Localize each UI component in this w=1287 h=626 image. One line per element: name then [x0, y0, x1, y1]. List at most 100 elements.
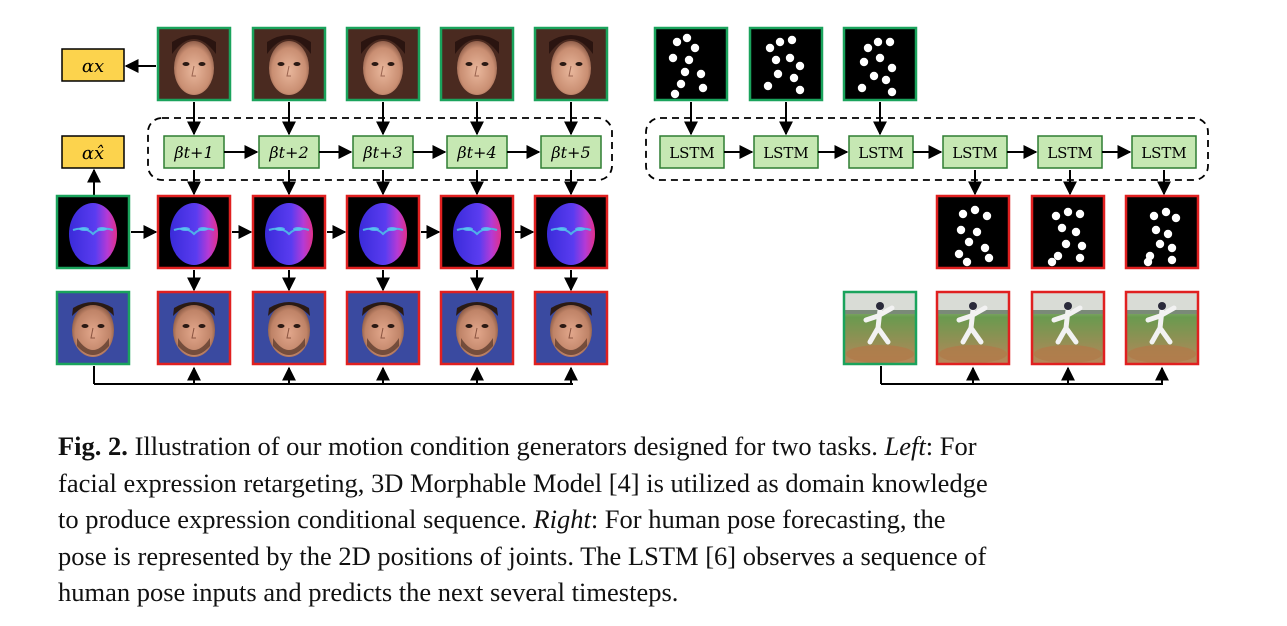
- pose-map-1-joint: [696, 69, 706, 79]
- lstm-cell-2: LSTM: [753, 135, 819, 169]
- pose-map-2-joint: [775, 37, 785, 47]
- caption-line-2: facial expression retargeting, 3D Morpha…: [58, 467, 988, 498]
- output-man-face-1-content: [157, 291, 231, 365]
- pose-map-4-joint: [956, 225, 966, 235]
- pose-map-5-background: [1032, 196, 1104, 268]
- woman-face-5-border: [533, 26, 609, 102]
- pose-map-3-joint: [887, 63, 897, 73]
- pose-map-2-joint: [765, 43, 775, 53]
- pose-map-5-joint: [1057, 223, 1067, 233]
- lstm-cell-rect: [1131, 135, 1197, 169]
- target-mesh-face-5: [533, 194, 609, 270]
- baseball-frame-2-player-head: [969, 302, 977, 310]
- pose-map-2-joint: [785, 53, 795, 63]
- output-man-face-5-border: [533, 290, 609, 366]
- baseball-frame-1-player-head: [876, 302, 884, 310]
- beta-label: βt+4: [456, 143, 496, 162]
- woman-face-3-border: [345, 26, 421, 102]
- pose-map-2-joint: [795, 61, 805, 71]
- output-man-face-2: [251, 290, 327, 366]
- output-man-face-2-content: [252, 291, 326, 365]
- pose-map-3-joint: [885, 37, 895, 47]
- pose-map-4-joint: [970, 205, 980, 215]
- pose-map-2-border: [748, 26, 824, 102]
- output-man-face-3-border: [345, 290, 421, 366]
- beta-label: βt+3: [362, 143, 402, 162]
- figure-caption: Fig. 2. Illustration of our motion condi…: [58, 428, 1218, 611]
- pose-map-1-joint: [676, 79, 686, 89]
- lstm-cell-rect: [1037, 135, 1103, 169]
- woman-face-1-border: [156, 26, 232, 102]
- target-mesh-face-5-content: [534, 195, 608, 269]
- pose-map-2-joint: [763, 81, 773, 91]
- beta-box-5: βt+5: [540, 135, 602, 169]
- pose-map-5-joint: [1075, 253, 1085, 263]
- pose-map-6-joint: [1155, 239, 1165, 249]
- baseball-frame-2-player: [956, 305, 988, 345]
- baseball-frame-2-border: [935, 290, 1011, 366]
- woman-face-2-content: [252, 27, 326, 101]
- target-mesh-face-1-content: [157, 195, 231, 269]
- woman-face-3: [345, 26, 421, 102]
- output-man-face-5-content: [534, 291, 608, 365]
- target-mesh-face-4-content: [440, 195, 514, 269]
- target-mesh-face-5-border: [533, 194, 609, 270]
- lstm-label: LSTM: [763, 144, 809, 162]
- caption-fig-label: Fig. 2.: [58, 431, 128, 461]
- pose-map-3-joint: [869, 71, 879, 81]
- target-mesh-face-4: [439, 194, 515, 270]
- baseball-frame-3: [1030, 290, 1106, 366]
- target-mesh-face-3: [345, 194, 421, 270]
- pose-map-6-joint: [1171, 213, 1181, 223]
- pose-map-2-joint: [795, 85, 805, 95]
- pose-map-4: [937, 196, 1009, 268]
- woman-face-2: [251, 26, 327, 102]
- pose-map-5-joint: [1053, 251, 1063, 261]
- pose-map-2: [750, 28, 822, 100]
- pose-map-3-border: [842, 26, 918, 102]
- beta-box-2: βt+2: [258, 135, 320, 169]
- caption-line-1: Fig. 2. Illustration of our motion condi…: [58, 431, 977, 461]
- pose-map-4-joint: [962, 257, 972, 267]
- pose-map-6: [1126, 196, 1198, 268]
- alpha-xhat-box: αx̂: [61, 135, 125, 169]
- output-man-face-3: [345, 290, 421, 366]
- pose-map-4-joint: [972, 227, 982, 237]
- baseball-frame-1: [842, 290, 918, 366]
- pose-map-6-joint: [1149, 211, 1159, 221]
- source-mesh-face: [55, 194, 131, 270]
- pose-map-1-joint: [670, 89, 680, 99]
- pose-map-5-border: [1030, 194, 1106, 270]
- woman-face-4: [439, 26, 515, 102]
- pose-map-4-joint: [984, 253, 994, 263]
- target-mesh-face-3-border: [345, 194, 421, 270]
- woman-face-3-content: [346, 27, 420, 101]
- alpha-xhat-label: αx̂: [82, 143, 104, 164]
- pose-map-4-joint: [980, 243, 990, 253]
- source-mesh-face-border: [55, 194, 131, 270]
- beta-label: βt+1: [173, 143, 213, 162]
- output-man-face-5: [533, 290, 609, 366]
- lstm-label: LSTM: [858, 144, 904, 162]
- baseball-frame-2: [935, 290, 1011, 366]
- baseball-frame-3-player: [1051, 305, 1083, 345]
- output-man-face-1: [156, 290, 232, 366]
- beta-label: βt+2: [268, 143, 308, 162]
- pose-map-6-border: [1124, 194, 1200, 270]
- pose-map-6-background: [1126, 196, 1198, 268]
- pose-map-5-joint: [1051, 211, 1061, 221]
- baseball-frame-3-player-head: [1064, 302, 1072, 310]
- baseball-frame-3-border: [1030, 290, 1106, 366]
- pose-map-6-joint: [1163, 229, 1173, 239]
- pose-map-4-border: [935, 194, 1011, 270]
- pose-map-2-joint: [789, 73, 799, 83]
- lstm-label: LSTM: [952, 144, 998, 162]
- pose-map-6-joint: [1143, 257, 1153, 267]
- baseball-frame-4: [1124, 290, 1200, 366]
- alpha-x-box: αx: [61, 48, 125, 82]
- pose-map-1-joint: [684, 55, 694, 65]
- beta-box-4: βt+4: [446, 135, 508, 169]
- pose-map-5-joint: [1077, 241, 1087, 251]
- alpha-xhat-rect: [61, 135, 125, 169]
- pose-map-3-joint: [875, 53, 885, 63]
